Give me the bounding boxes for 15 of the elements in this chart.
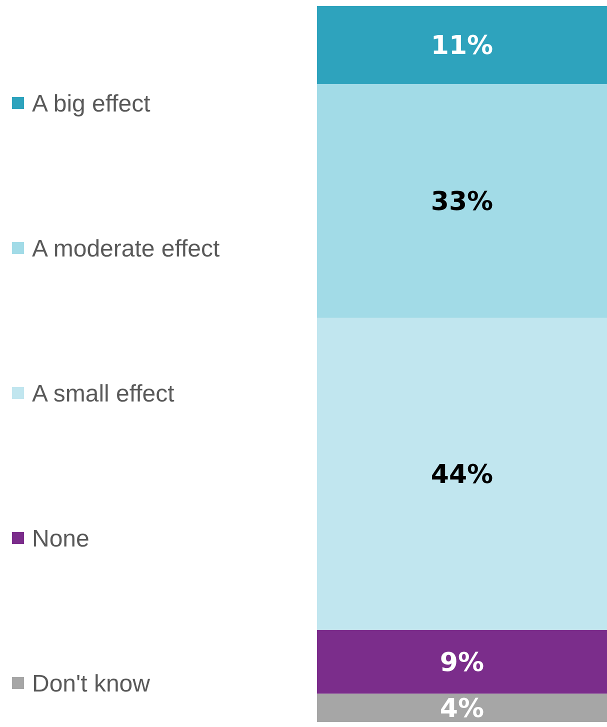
legend-label: None xyxy=(32,525,90,552)
legend-label: Don't know xyxy=(32,670,151,698)
legend-label: A small effect xyxy=(32,380,175,408)
legend-label: A big effect xyxy=(32,90,151,118)
bar xyxy=(317,318,607,630)
data-label: 9% xyxy=(440,648,484,678)
data-label: 44% xyxy=(430,460,494,490)
bar xyxy=(317,630,607,694)
data-label: 33% xyxy=(430,187,494,218)
bar xyxy=(317,694,607,722)
legend-label: A moderate effect xyxy=(32,235,220,262)
bar xyxy=(317,84,607,318)
bar xyxy=(317,6,607,84)
data-label: 4% xyxy=(440,694,484,724)
data-label: 11% xyxy=(430,31,494,62)
